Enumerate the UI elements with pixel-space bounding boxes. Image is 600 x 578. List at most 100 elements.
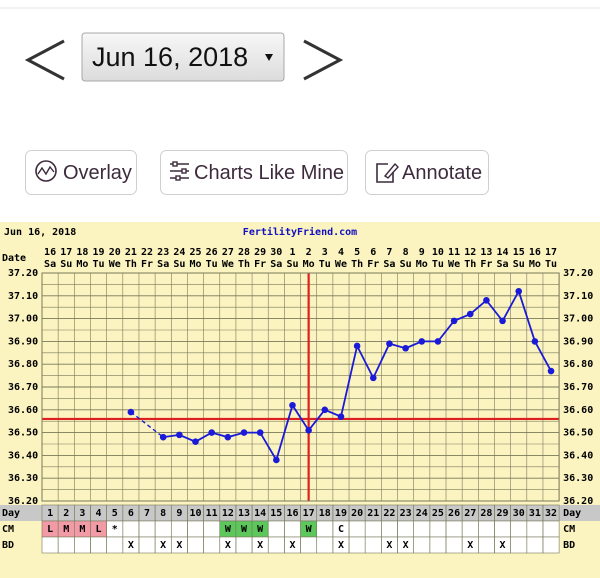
temperature-point	[353, 342, 361, 350]
day-value: 26	[448, 508, 460, 519]
cm-value: M	[79, 524, 85, 535]
y-tick-label: 36.40	[8, 450, 38, 461]
weekday-label: Fr	[254, 259, 266, 270]
temperature-point	[321, 406, 329, 414]
date-label: 22	[141, 247, 153, 258]
date-label: 10	[432, 247, 444, 258]
y-tick-label-right: 36.60	[563, 405, 593, 416]
temperature-point	[208, 429, 215, 436]
day-value: 28	[480, 508, 492, 519]
bd-value: X	[500, 540, 506, 551]
y-tick-label: 37.10	[8, 291, 38, 302]
row-label: BD	[2, 540, 14, 551]
button-box[interactable]	[25, 150, 137, 195]
day-value: 12	[222, 508, 234, 519]
charts-like-mine-button[interactable]: Charts Like Mine	[160, 150, 348, 195]
date-label: 7	[386, 247, 392, 258]
cm-cell	[300, 521, 317, 537]
weekday-label: Mo	[76, 259, 88, 270]
weekday-label: We	[335, 259, 347, 270]
cm-cell	[90, 521, 107, 537]
day-value: 3	[79, 508, 85, 519]
temperature-point	[386, 340, 393, 347]
day-value: 11	[206, 508, 218, 519]
weekday-label: Th	[238, 259, 250, 270]
day-value: 6	[128, 508, 134, 519]
dropdown-box[interactable]	[81, 32, 285, 82]
day-value: 2	[63, 508, 69, 519]
weekday-label: Sa	[270, 259, 282, 270]
cm-value: L	[47, 524, 53, 535]
row-label: CM	[2, 524, 14, 535]
date-label: 25	[189, 247, 201, 258]
temperature-point	[499, 317, 506, 325]
weekday-label: Mo	[529, 259, 541, 270]
button-label[interactable]: Annotate	[402, 162, 482, 184]
temperature-point	[418, 338, 426, 345]
date-label: 2	[306, 247, 312, 258]
fertility-chart: Jun 16, 2018 FertilityFriend.com Date16S…	[0, 222, 600, 578]
day-value: 4	[96, 508, 102, 519]
date-label: 28	[238, 247, 250, 258]
y-tick-label: 36.30	[8, 473, 38, 484]
weekday-label: Fr	[141, 259, 153, 270]
temperature-point	[159, 433, 167, 441]
temperature-point	[547, 367, 555, 375]
cm-cell	[42, 521, 59, 537]
y-tick-label: 36.50	[8, 428, 38, 439]
overlay-icon	[35, 160, 57, 182]
temperature-point	[289, 401, 296, 409]
day-value: 13	[238, 508, 250, 519]
y-tick-label-right: 36.30	[563, 473, 593, 484]
sliders-icon	[170, 161, 189, 181]
dropdown-label[interactable]: Jun 16, 2018	[92, 42, 248, 72]
cm-cell	[74, 521, 91, 537]
edit-icon-pen	[383, 162, 399, 179]
next-arrow[interactable]	[303, 39, 344, 81]
day-value: 32	[545, 508, 557, 519]
weekday-label: Tu	[206, 259, 218, 270]
weekday-label: We	[222, 259, 234, 270]
date-label: 26	[206, 247, 218, 258]
bd-value: X	[176, 540, 182, 551]
day-value: 25	[432, 508, 444, 519]
weekday-label: Sa	[44, 259, 56, 270]
y-tick-label-right: 36.70	[563, 382, 593, 393]
day-value: 24	[416, 508, 428, 519]
date-label: 24	[173, 247, 185, 258]
day-value: 8	[160, 508, 166, 519]
temperature-point	[450, 317, 458, 325]
annotate-button[interactable]: Annotate	[365, 150, 489, 195]
weekday-label: Sa	[383, 259, 395, 270]
weekday-label: Mo	[416, 259, 428, 270]
chart-date: Jun 16, 2018	[4, 227, 76, 238]
overlay-button[interactable]: Overlay	[25, 150, 137, 195]
date-label: 5	[354, 247, 360, 258]
bd-value: X	[467, 540, 473, 551]
weekday-label: Mo	[303, 259, 315, 270]
cm-value: W	[257, 524, 264, 535]
weekday-label: Fr	[480, 259, 492, 270]
weekday-label: We	[109, 259, 121, 270]
bd-value: X	[338, 540, 344, 551]
y-tick-label: 37.00	[8, 314, 38, 325]
button-label[interactable]: Overlay	[63, 162, 132, 184]
weekday-label: Su	[400, 259, 412, 270]
weekday-label: Su	[513, 259, 525, 270]
date-label: 15	[513, 247, 525, 258]
button-label[interactable]: Charts Like Mine	[194, 162, 344, 184]
weekday-label: Th	[351, 259, 363, 270]
bd-value: X	[225, 540, 231, 551]
date-dropdown[interactable]: Jun 16, 2018	[81, 32, 285, 82]
button-box[interactable]	[365, 150, 489, 195]
day-value: 15	[270, 508, 282, 519]
temperature-point	[515, 287, 523, 295]
temperature-point	[273, 456, 280, 464]
weekday-label: Su	[173, 259, 185, 270]
prev-arrow[interactable]	[24, 39, 65, 81]
button-box[interactable]	[160, 150, 348, 195]
row-label: Day	[2, 508, 20, 519]
y-tick-label: 36.70	[8, 382, 38, 393]
temperature-point	[224, 433, 232, 441]
weekday-label: Tu	[432, 259, 444, 270]
